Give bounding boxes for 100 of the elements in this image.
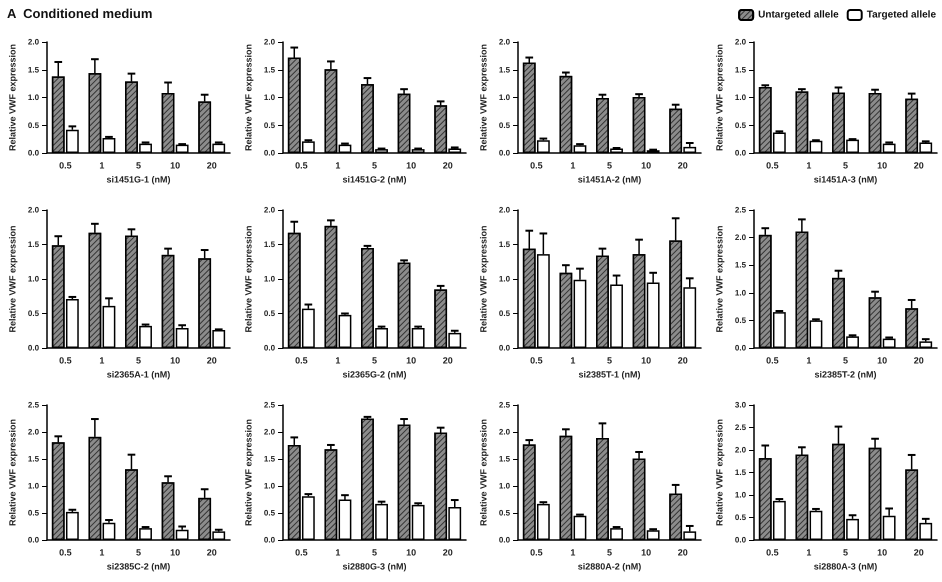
y-axis-title: Relative VWF expression	[478, 44, 488, 152]
x-tick-label: 1	[334, 160, 340, 170]
y-tick-label: 1.5	[734, 65, 746, 74]
y-tick-label: 1.0	[263, 274, 276, 284]
y-tick-label: 1.5	[263, 65, 276, 74]
y-tick-label: 0.5	[734, 120, 746, 130]
y-tick-label: 1.5	[498, 240, 511, 249]
y-axis-title: Relative VWF expression	[478, 418, 488, 526]
y-tick-label: 0.0	[263, 536, 276, 544]
y-axis-title: Relative VWF expression	[478, 225, 488, 333]
y-tick-label: 1.5	[263, 454, 276, 464]
x-tick-label: 20	[913, 548, 924, 558]
x-tick-label: 1	[570, 160, 576, 170]
x-tick-label: 5	[372, 160, 377, 170]
x-axis-title: si2385T-2 (nM)	[814, 369, 876, 380]
y-tick-label: 0.0	[28, 536, 40, 544]
x-tick-label: 0.5	[294, 160, 308, 170]
x-tick-label: 1	[570, 548, 576, 558]
x-tick-label: 10	[406, 548, 416, 558]
y-tick-label: 1.0	[498, 482, 511, 490]
x-tick-label: 5	[607, 548, 612, 558]
y-tick-label: 0.0	[734, 148, 746, 158]
y-tick-label: 2.0	[498, 428, 511, 436]
x-tick-label: 1	[806, 160, 811, 170]
x-tick-label: 5	[372, 548, 377, 558]
x-axis-title: si2880A-2 (nM)	[578, 561, 642, 572]
y-tick-label: 0.0	[498, 344, 511, 352]
y-tick-label: 1.0	[263, 93, 276, 102]
x-tick-label: 10	[406, 160, 416, 170]
x-tick-label: 20	[678, 160, 688, 170]
y-axis-title: Relative VWF expression	[714, 44, 724, 152]
y-tick-label: 1.0	[263, 482, 276, 490]
x-tick-label: 10	[876, 160, 887, 170]
x-tick-label: 5	[842, 548, 848, 558]
y-tick-label: 1.5	[498, 65, 511, 74]
y-tick-label: 0.5	[28, 120, 40, 130]
x-tick-label: 5	[842, 356, 848, 366]
y-tick-label: 0.0	[263, 344, 276, 352]
x-axis-title: si2880G-3 (nM)	[342, 561, 406, 572]
y-tick-label: 2.0	[263, 38, 276, 46]
y-tick-label: 2.0	[28, 428, 40, 436]
x-tick-label: 5	[136, 356, 142, 366]
x-tick-label: 10	[170, 356, 180, 366]
y-tick-label: 0.0	[28, 344, 40, 352]
y-tick-label: 0.5	[28, 309, 40, 318]
y-tick-label: 1.0	[734, 93, 746, 102]
y-axis-title: Relative VWF expression	[243, 225, 253, 333]
y-axis-title: Relative VWF expression	[8, 225, 18, 333]
x-tick-label: 0.5	[766, 160, 778, 170]
y-tick-label: 0.0	[28, 148, 40, 158]
y-tick-label: 2.5	[734, 206, 746, 214]
x-tick-label: 1	[806, 548, 811, 558]
y-tick-label: 0.5	[734, 513, 746, 522]
x-tick-label: 0.5	[294, 548, 308, 558]
x-axis-title: si1451G-2 (nM)	[342, 174, 406, 184]
x-axis-title: si2880A-3 (nM)	[813, 561, 877, 572]
y-tick-label: 0.5	[263, 309, 276, 318]
x-axis-title: si1451G-1 (nM)	[106, 174, 171, 184]
x-tick-label: 1	[806, 356, 811, 366]
y-tick-label: 2.0	[498, 206, 511, 214]
x-tick-label: 0.5	[766, 356, 778, 366]
y-tick-label: 2.5	[28, 400, 40, 410]
y-tick-label: 3.0	[734, 400, 746, 410]
y-tick-label: 0.5	[498, 508, 511, 518]
y-tick-label: 1.0	[498, 274, 511, 284]
x-tick-label: 5	[842, 160, 848, 170]
y-tick-label: 1.0	[28, 482, 40, 490]
y-tick-label: 0.5	[498, 120, 511, 130]
y-tick-label: 2.5	[734, 423, 746, 432]
x-tick-label: 10	[876, 356, 887, 366]
x-tick-label: 0.5	[530, 548, 543, 558]
x-tick-label: 0.5	[766, 548, 778, 558]
x-axis-title: si2365G-2 (nM)	[342, 369, 406, 380]
y-axis-title: Relative VWF expression	[714, 225, 724, 333]
y-tick-label: 2.0	[263, 206, 276, 214]
x-tick-label: 1	[99, 160, 104, 170]
x-tick-label: 20	[913, 356, 924, 366]
x-tick-label: 20	[206, 160, 217, 170]
y-tick-label: 2.0	[734, 446, 746, 454]
y-tick-label: 1.5	[498, 454, 511, 464]
x-tick-label: 20	[206, 548, 217, 558]
x-tick-label: 0.5	[59, 160, 72, 170]
x-tick-label: 5	[136, 160, 142, 170]
y-tick-label: 2.5	[263, 400, 276, 410]
x-tick-label: 0.5	[530, 356, 543, 366]
x-tick-label: 10	[641, 548, 652, 558]
y-tick-label: 2.0	[498, 38, 511, 46]
x-tick-label: 20	[678, 356, 688, 366]
y-tick-label: 2.0	[734, 233, 746, 242]
y-tick-label: 0.0	[734, 536, 746, 544]
x-tick-label: 5	[372, 356, 377, 366]
y-tick-label: 1.5	[28, 240, 40, 249]
y-axis-title: Relative VWF expression	[243, 44, 253, 152]
y-tick-label: 0.5	[263, 508, 276, 518]
x-axis-title: si1451A-2 (nM)	[578, 174, 642, 184]
x-tick-label: 20	[442, 548, 452, 558]
x-tick-label: 20	[206, 356, 217, 366]
x-tick-label: 10	[876, 548, 887, 558]
x-tick-label: 1	[99, 356, 104, 366]
y-tick-label: 0.0	[498, 536, 511, 544]
